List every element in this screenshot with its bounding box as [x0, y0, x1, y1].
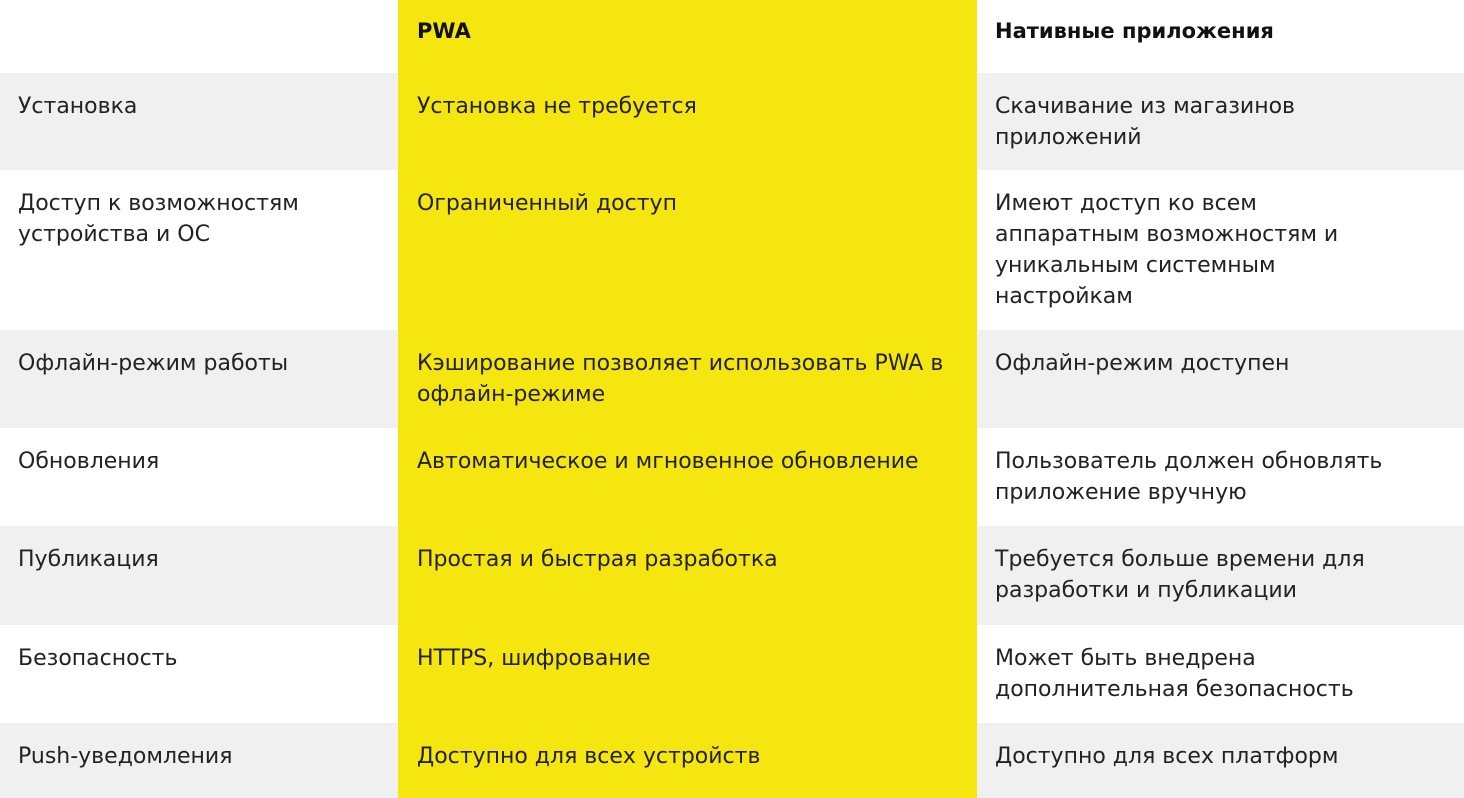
table-cell: Скачивание из магазинов приложений — [995, 94, 1295, 150]
header-cell: PWA — [398, 0, 977, 73]
table-cell: Установка не требуется — [398, 73, 977, 170]
table-row: Офлайн-режим работы Кэширование позволяет… — [0, 330, 1464, 428]
table-cell: Установка — [18, 94, 138, 119]
table-row: Публикация Простая и быстрая разработка Тр… — [0, 526, 1464, 625]
table-cell: Офлайн-режим доступен — [995, 351, 1290, 376]
table-cell: Пользователь должен обновлять приложение… — [995, 449, 1383, 505]
table-cell: Автоматическое и мгновенное обновление — [398, 428, 977, 526]
table-cell: Офлайн-режим работы — [18, 351, 289, 376]
header-cell — [0, 0, 398, 73]
table-cell: Доступно для всех платформ — [995, 744, 1339, 769]
table-row: Push-уведомления Доступно для всех устрой… — [0, 723, 1464, 798]
table-cell: Ограниченный доступ — [398, 170, 977, 330]
table-cell: Требуется больше времени для разработки … — [995, 547, 1365, 603]
header-cell: Нативные приложения — [995, 19, 1274, 43]
table-row: Безопасность HTTPS, шифрование Может быть … — [0, 625, 1464, 723]
table-row: Доступ к возможностям устройства и ОС Огр… — [0, 170, 1464, 330]
table-cell: Доступно для всех устройств — [398, 723, 977, 798]
header-row: PWA Нативные приложения — [0, 0, 1464, 73]
table-cell: Простая и быстрая разработка — [398, 526, 977, 625]
table-cell: Обновления — [18, 449, 160, 474]
table-cell: Публикация — [18, 547, 159, 572]
table-cell: Кэширование позволяет использовать PWA в… — [398, 330, 977, 428]
table-cell: Может быть внедрена дополнительная безоп… — [995, 646, 1354, 702]
table-cell: Имеют доступ ко всем аппаратным возможно… — [995, 191, 1339, 309]
table-cell: Безопасность — [18, 646, 178, 671]
table-cell: Доступ к возможностям устройства и ОС — [18, 191, 299, 247]
table-cell: HTTPS, шифрование — [398, 625, 977, 723]
table-row: Установка Установка не требуется Скачивани… — [0, 73, 1464, 170]
table-row: Обновления Автоматическое и мгновенное об… — [0, 428, 1464, 526]
table-cell: Push-уведомления — [18, 744, 233, 769]
